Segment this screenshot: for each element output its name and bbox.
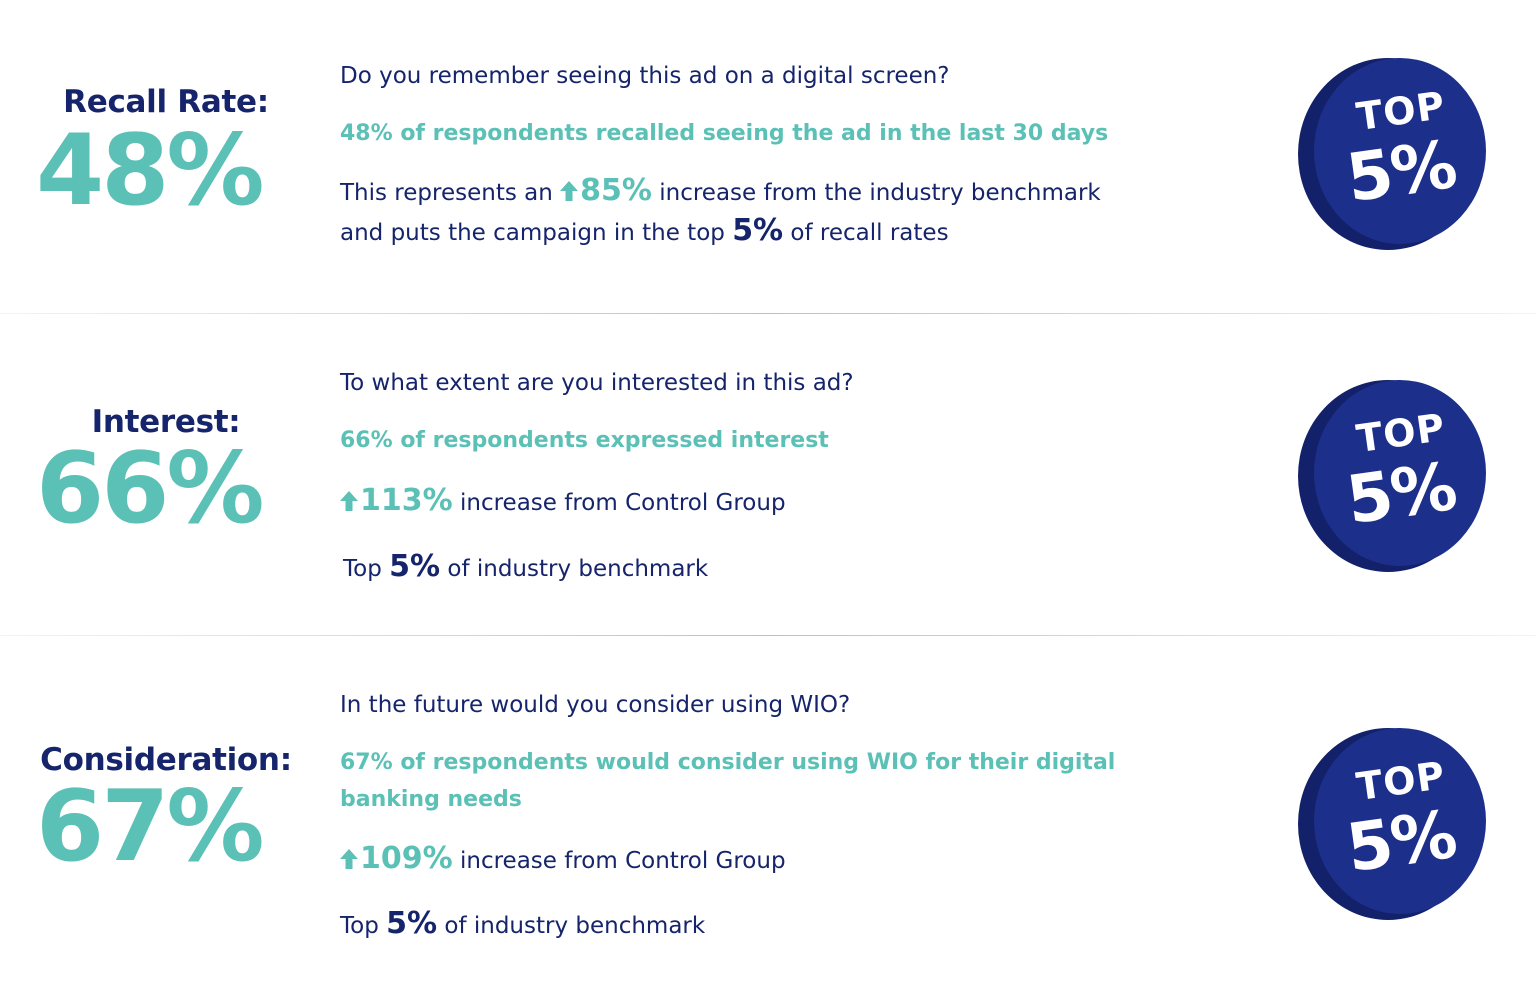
interest-question: To what extent are you interested in thi… (340, 370, 854, 396)
consideration-top-pct: 5% (386, 906, 438, 941)
top-badge-icon: TOP 5% (1296, 376, 1492, 576)
recall-detail2-prefix: and puts the campaign in the top (340, 220, 733, 246)
interest-highlight: 66% of respondents expressed interest (340, 428, 829, 453)
consideration-label: Consideration: (40, 742, 292, 778)
recall-detail-suffix: increase from the industry benchmark (651, 180, 1101, 206)
badge-coin-shape (1298, 728, 1486, 920)
recall-detail-line1: This represents an 85% increase from the… (340, 172, 1180, 212)
badge-coin-shape (1298, 380, 1486, 572)
consideration-increase-value: 109% (360, 841, 453, 876)
consideration-top-prefix: Top (340, 913, 387, 939)
consideration-top-line: Top 5% of industry benchmark (340, 905, 1180, 945)
interest-top-prefix: Top (343, 556, 390, 582)
consideration-highlight: 67% of respondents would consider using … (340, 750, 1116, 812)
interest-increase-line: 113% increase from Control Group (340, 482, 1180, 522)
recall-rate-value: 48% (36, 114, 265, 228)
interest-label: Interest: (91, 404, 241, 440)
interest-increase-suffix: increase from Control Group (452, 490, 786, 516)
recall-detail-line2: and puts the campaign in the top 5% of r… (340, 212, 1180, 252)
up-arrow-icon (560, 181, 579, 201)
consideration-increase-suffix: increase from Control Group (452, 848, 786, 874)
recall-detail2-suffix: of recall rates (783, 220, 949, 246)
recall-top-pct: 5% (732, 213, 784, 248)
up-arrow-icon (340, 491, 358, 511)
interest-top-pct: 5% (389, 549, 441, 584)
interest-value: 66% (36, 432, 265, 546)
interest-increase-value: 113% (360, 483, 453, 518)
consideration-top-suffix: of industry benchmark (437, 913, 706, 939)
section-divider (0, 313, 1536, 314)
recall-detail-prefix: This represents an (340, 180, 561, 206)
recall-question: Do you remember seeing this ad on a digi… (340, 63, 950, 89)
consideration-value: 67% (36, 770, 265, 884)
badge-coin-shape (1298, 58, 1486, 250)
recall-detail: This represents an 85% increase from the… (340, 172, 1180, 252)
up-arrow-icon (340, 849, 358, 869)
interest-top-suffix: of industry benchmark (440, 556, 709, 582)
consideration-increase-line: 109% increase from Control Group (340, 840, 1180, 880)
section-divider (0, 635, 1536, 636)
recall-highlight: 48% of respondents recalled seeing the a… (340, 121, 1109, 146)
top-badge-icon: TOP 5% (1296, 724, 1492, 924)
consideration-question: In the future would you consider using W… (340, 692, 851, 718)
recall-increase-value: 85% (580, 173, 652, 208)
interest-top-line: Top 5% of industry benchmark (343, 548, 1183, 588)
top-badge-icon: TOP 5% (1296, 54, 1492, 254)
recall-rate-label: Recall Rate: (63, 84, 269, 120)
